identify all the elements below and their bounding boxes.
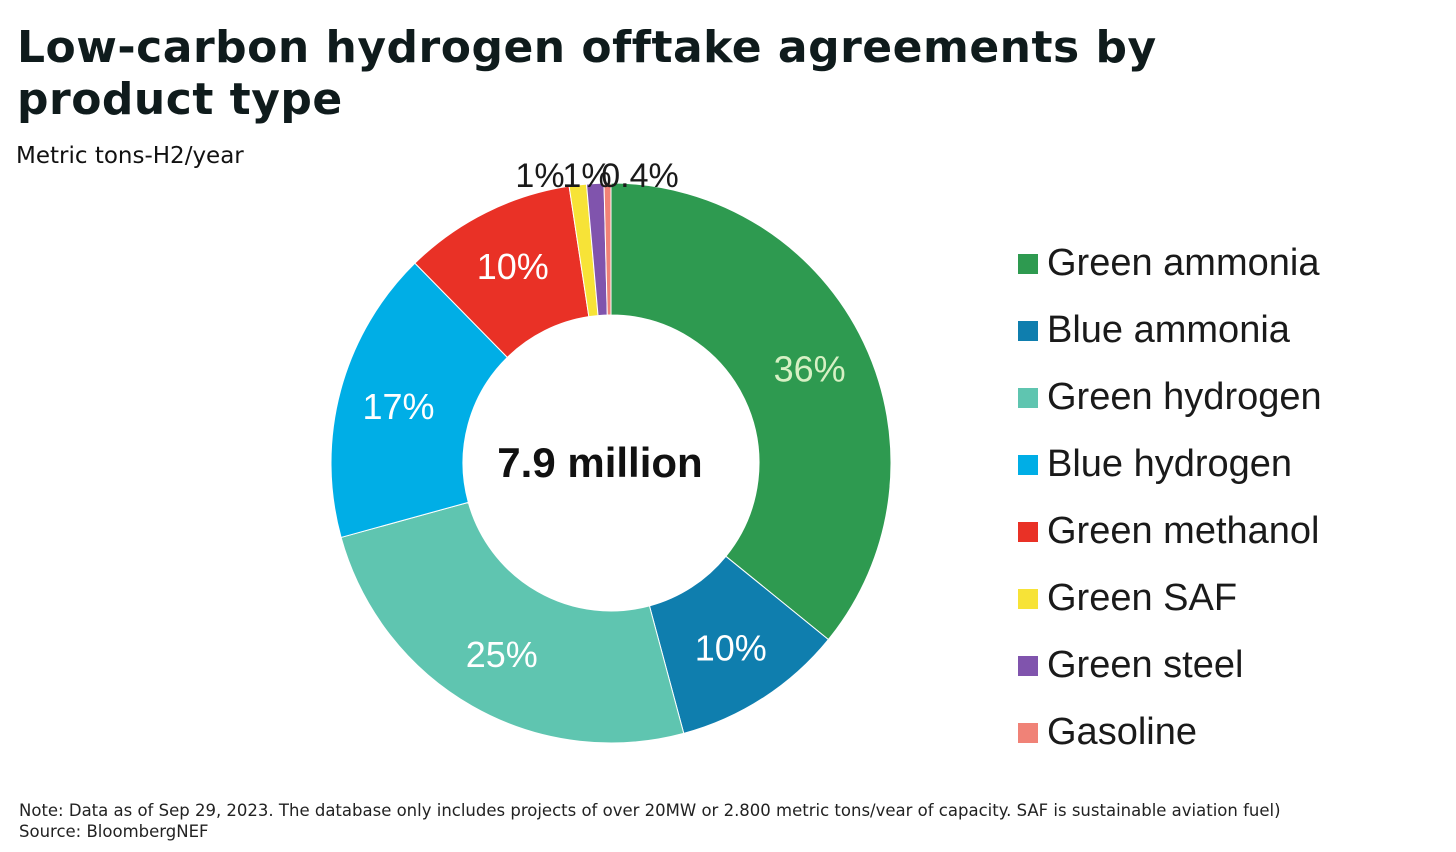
- legend-label: Green SAF: [1047, 577, 1238, 619]
- slice-green-hydrogen: [340, 501, 685, 744]
- legend-swatch: [1018, 588, 1038, 609]
- legend-item-green-methanol: Green methanol: [1018, 498, 1322, 565]
- slice-label-green-ammonia: 36%: [774, 348, 846, 389]
- legend-swatch: [1018, 320, 1038, 341]
- legend-swatch: [1018, 454, 1038, 475]
- legend-swatch: [1018, 722, 1038, 743]
- legend-label: Green hydrogen: [1047, 376, 1322, 418]
- legend-item-green-steel: Green steel: [1018, 632, 1322, 699]
- slice-label-blue-ammonia: 10%: [695, 628, 767, 669]
- slice-labels: 36%10%25%17%10%1%1%0.4%: [363, 157, 846, 675]
- legend-swatch: [1018, 655, 1038, 676]
- legend-item-green-saf: Green SAF: [1018, 565, 1322, 632]
- legend-item-green-hydrogen: Green hydrogen: [1018, 364, 1322, 431]
- legend-swatch: [1018, 253, 1038, 274]
- legend-label: Green ammonia: [1047, 242, 1320, 284]
- footer-source: Source: BloombergNEF: [19, 822, 209, 841]
- legend-label: Green methanol: [1047, 510, 1320, 552]
- legend-item-green-ammonia: Green ammonia: [1018, 230, 1322, 297]
- slice-label-green-steel: 1%: [562, 157, 611, 195]
- slice-blue-hydrogen: [330, 262, 509, 539]
- slice-label-gasoline: 0.4%: [601, 157, 679, 195]
- legend-label: Blue hydrogen: [1047, 443, 1293, 485]
- slice-green-ammonia: [610, 182, 892, 641]
- legend-swatch: [1018, 387, 1038, 408]
- chart-legend: Green ammonia Blue ammonia Green hydrogen B…: [1018, 230, 1322, 766]
- chart-subtitle: Metric tons-H2/year: [16, 143, 244, 169]
- center-total-label: 7.9 million: [497, 439, 702, 486]
- footer-note: Note: Data as of Sep 29, 2023. The datab…: [19, 801, 1281, 820]
- donut-slices: [330, 182, 892, 744]
- legend-label: Gasoline: [1047, 711, 1197, 753]
- slice-label-green-hydrogen: 25%: [466, 634, 538, 675]
- slice-gasoline: [603, 182, 612, 316]
- legend-swatch: [1018, 521, 1038, 542]
- legend-item-blue-ammonia: Blue ammonia: [1018, 297, 1322, 364]
- slice-label-green-saf: 1%: [515, 157, 564, 195]
- legend-label: Green steel: [1047, 644, 1244, 686]
- chart-title: Low-carbon hydrogen offtake agreements b…: [17, 22, 1157, 125]
- legend-item-gasoline: Gasoline: [1018, 699, 1322, 766]
- slice-label-blue-hydrogen: 17%: [363, 386, 435, 427]
- chart-footer: Note: Data as of Sep 29, 2023. The datab…: [19, 800, 1439, 842]
- legend-label: Blue ammonia: [1047, 309, 1290, 351]
- slice-label-green-methanol: 10%: [477, 246, 549, 287]
- legend-item-blue-hydrogen: Blue hydrogen: [1018, 431, 1322, 498]
